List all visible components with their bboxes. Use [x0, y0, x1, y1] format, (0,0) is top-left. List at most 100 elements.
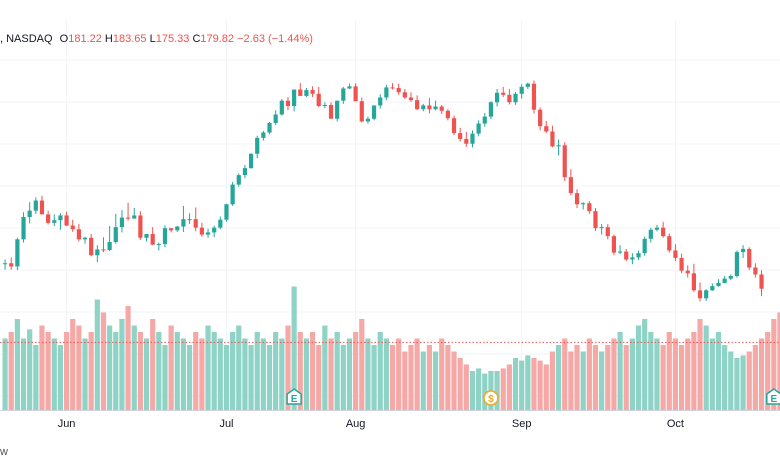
volume-bar	[617, 332, 623, 410]
candle-body	[169, 228, 174, 231]
candle-body	[445, 110, 450, 119]
volume-bar	[678, 345, 685, 410]
volume-bar	[266, 345, 273, 410]
candle-body	[415, 100, 420, 110]
candle-body	[390, 87, 395, 89]
candle-body	[562, 145, 567, 178]
volume-bar	[223, 345, 230, 410]
volume-bar	[383, 338, 389, 410]
change-value: −2.63 (−1.44%)	[237, 33, 313, 45]
candle-body	[617, 251, 623, 253]
candle-body	[2, 263, 8, 265]
volume-bar	[285, 325, 291, 410]
volume-bar	[469, 371, 476, 410]
volume-bar	[334, 332, 340, 410]
volume-bar	[199, 338, 205, 410]
candle-body	[433, 106, 438, 110]
volume-bar	[648, 332, 654, 410]
candle-body	[661, 227, 666, 237]
candle-body	[248, 153, 254, 169]
candle-body	[482, 116, 487, 124]
volume-bar	[599, 351, 605, 410]
volume-bar	[500, 368, 506, 410]
volume-bar	[63, 332, 70, 410]
volume-bar	[236, 325, 242, 410]
candle-body	[292, 89, 297, 106]
volume-bar	[76, 325, 82, 410]
candle-body	[279, 100, 284, 115]
candle-body	[402, 92, 407, 98]
volume-bar	[666, 332, 672, 410]
candle-body	[507, 94, 512, 103]
candle-body	[611, 236, 617, 253]
candle-body	[648, 229, 653, 239]
volume-bar	[445, 345, 451, 410]
candle-body	[70, 225, 75, 230]
volume-bar	[107, 325, 113, 410]
volume-bar	[2, 338, 8, 410]
candle-body	[101, 249, 106, 251]
candle-body	[544, 126, 549, 132]
volume-bar	[586, 338, 592, 410]
open-value: 181.22	[68, 33, 102, 45]
candle-body	[144, 234, 149, 238]
volume-bar	[715, 332, 722, 410]
volume-bar	[605, 345, 611, 410]
candle-body	[132, 215, 137, 219]
candle-body	[76, 229, 81, 240]
candle-body	[328, 104, 334, 119]
candle-body	[568, 177, 573, 194]
candle-body	[378, 97, 383, 106]
earnings-marker-shape	[286, 388, 302, 405]
volume-bar	[734, 358, 740, 410]
volume-bar	[211, 332, 217, 410]
candle-body	[58, 215, 63, 221]
volume-bar	[414, 338, 420, 410]
volume-bar	[568, 351, 574, 410]
candle-body	[82, 237, 88, 240]
volume-bar	[512, 358, 519, 410]
candle-body	[513, 93, 518, 103]
candle-body	[353, 86, 358, 102]
x-tick-label: Aug	[346, 418, 366, 430]
candle-body	[212, 227, 217, 233]
volume-bar	[113, 332, 119, 410]
candle-body	[150, 234, 155, 245]
candle-body	[89, 237, 94, 256]
candle-body	[654, 227, 660, 230]
candle-body	[107, 242, 112, 250]
candle-body	[199, 227, 204, 235]
candle-body	[439, 106, 444, 111]
volume-bar	[217, 338, 223, 410]
candle-body	[685, 270, 690, 274]
volume-bar	[14, 319, 20, 410]
candle-body	[458, 133, 463, 139]
candle-body	[464, 138, 469, 144]
candle-body	[335, 100, 340, 119]
volume-bar	[186, 345, 193, 410]
high-value: 183.65	[112, 33, 147, 45]
candle-body	[365, 118, 371, 122]
volume-bar	[193, 332, 199, 410]
candle-body	[230, 184, 235, 205]
volume-bar	[482, 373, 488, 410]
volume-bar	[654, 338, 660, 410]
low-value: 175.33	[155, 33, 190, 45]
volume-bar	[555, 345, 562, 410]
candle-body	[704, 290, 709, 299]
volume-bar	[623, 345, 629, 410]
candle-body	[525, 83, 530, 87]
volume-bar	[562, 338, 568, 410]
volume-bar	[340, 345, 346, 410]
volume-bar	[506, 364, 512, 410]
events: E $ E	[286, 388, 780, 406]
candle-body	[679, 257, 684, 271]
volume-bar	[420, 351, 426, 410]
volume-bar	[408, 345, 414, 410]
candle-body	[162, 228, 168, 245]
volume-bar	[27, 329, 33, 410]
volume-bar	[722, 345, 728, 410]
candle-body	[538, 109, 543, 127]
